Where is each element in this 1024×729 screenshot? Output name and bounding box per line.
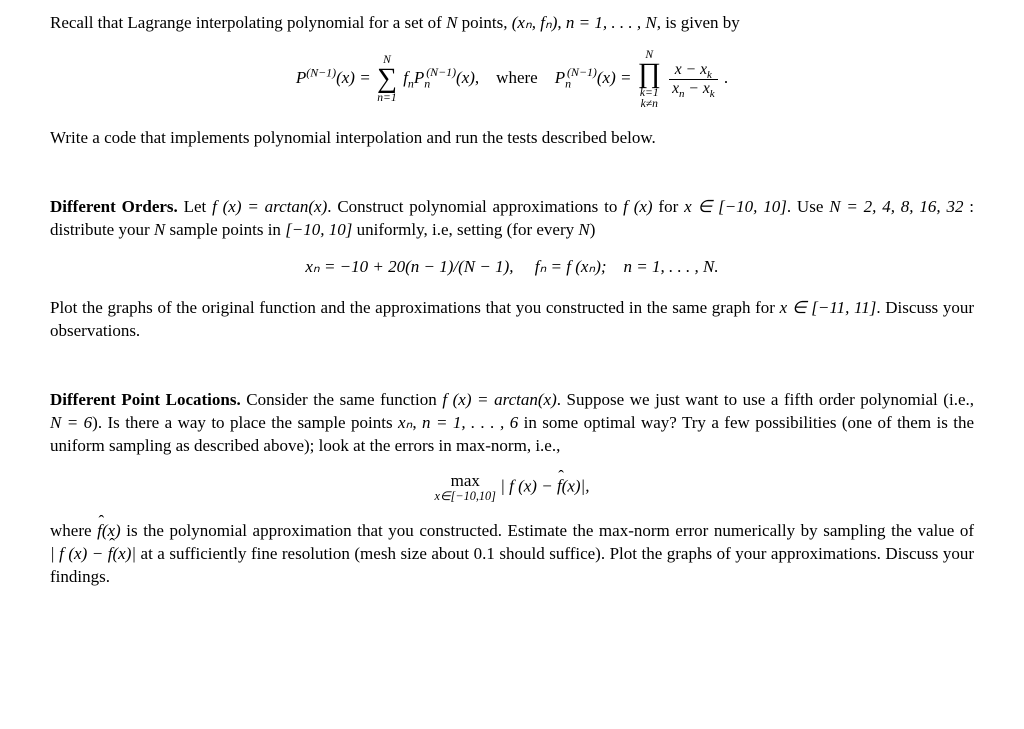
- orders-heading: Different Orders.: [50, 197, 178, 216]
- eq-where: , where: [475, 68, 555, 87]
- eq-end: .: [724, 68, 728, 87]
- intro-N: N: [446, 13, 457, 32]
- intro-text-1: Recall that Lagrange interpolating polyn…: [50, 13, 446, 32]
- sum-operator: N ∑ n=1: [377, 54, 397, 104]
- orders-paragraph-1: Different Orders. Let f (x) = arctan(x).…: [50, 196, 974, 242]
- intro-text-2: points,: [457, 13, 511, 32]
- intro-pair: (xₙ, fₙ): [512, 13, 558, 32]
- orders-paragraph-2: Plot the graphs of the original function…: [50, 297, 974, 343]
- fraction: x − xk xn − xk: [669, 62, 718, 97]
- lagrange-equation: P(N−1)(x) = N ∑ n=1 fnPn(N−1)(x), where …: [50, 49, 974, 109]
- intro-text-3: , is given by: [657, 13, 740, 32]
- points-paragraph-2: where f(x) is the polynomial approximati…: [50, 520, 974, 589]
- intro-paragraph: Recall that Lagrange interpolating polyn…: [50, 12, 974, 35]
- maxnorm-equation: max x∈[−10,10] | f (x) − f(x)|,: [50, 472, 974, 503]
- orders-equation: xₙ = −10 + 20(n − 1)/(N − 1), fₙ = f (xₙ…: [50, 256, 974, 279]
- f-hat-icon: f: [557, 475, 562, 498]
- intro-range: n = 1, . . . , N: [566, 13, 657, 32]
- points-paragraph-1: Different Point Locations. Consider the …: [50, 389, 974, 458]
- prod-operator: N ∏ k=1 k≠n: [638, 49, 661, 109]
- max-operator: max x∈[−10,10]: [435, 472, 496, 503]
- points-heading: Different Point Locations.: [50, 390, 241, 409]
- intro-after: Write a code that implements polynomial …: [50, 127, 974, 150]
- orders-fx: f (x) = arctan(x): [212, 197, 327, 216]
- document-page: Recall that Lagrange interpolating polyn…: [0, 0, 1024, 729]
